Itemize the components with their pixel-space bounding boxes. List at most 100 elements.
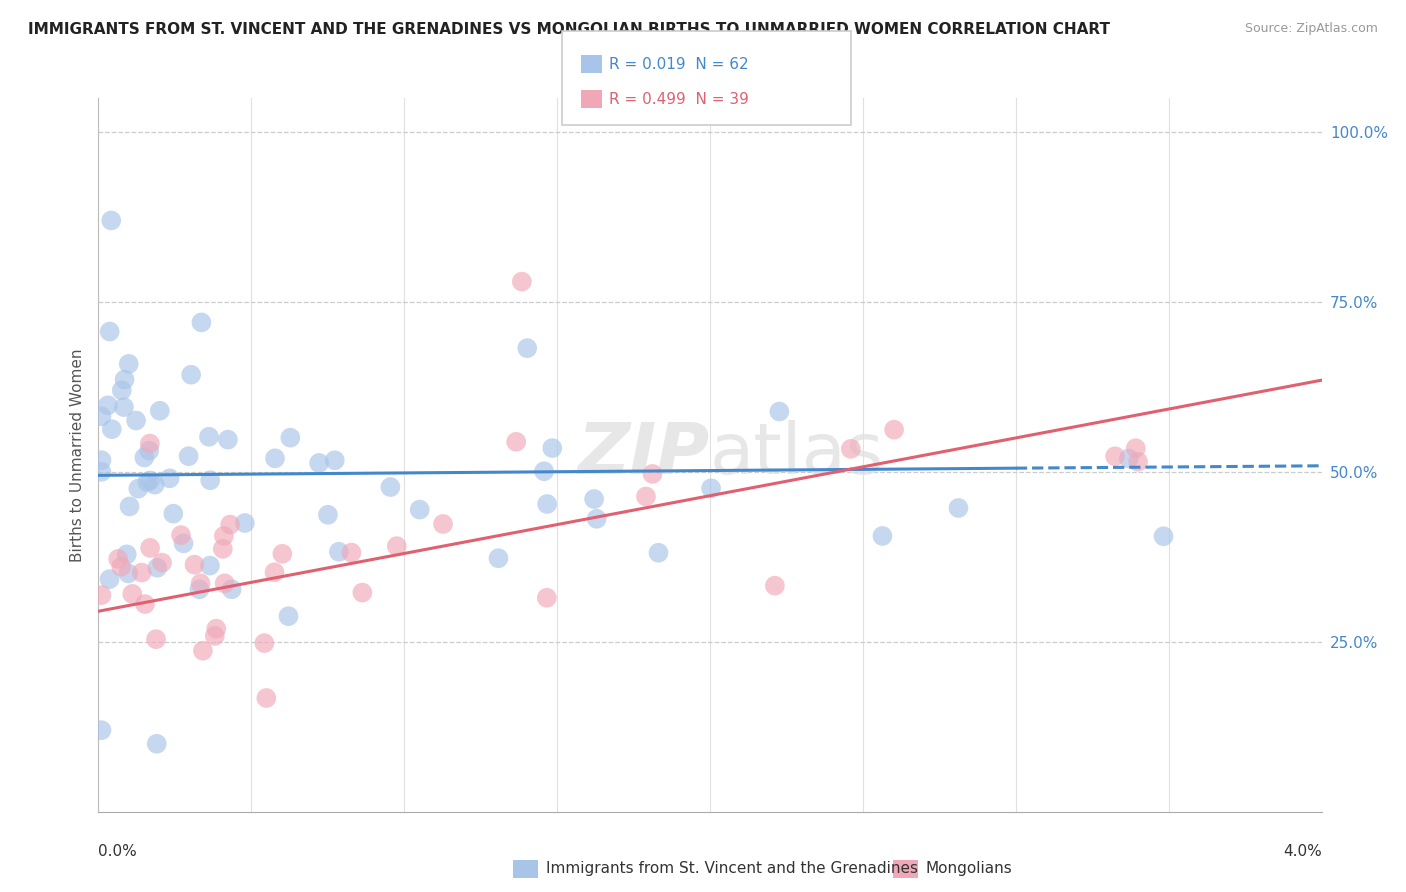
Point (115, 548, 138, 562)
Point (647, 546, 669, 560)
Point (352, 585, 374, 599)
Point (98, 572, 121, 586)
Point (1125, 442, 1147, 456)
Point (190, 576, 212, 591)
Point (90, 588, 112, 602)
Point (121, 587, 143, 601)
Text: 0.0%: 0.0% (98, 844, 138, 859)
Point (159, 471, 181, 485)
Point (585, 512, 607, 526)
Point (117, 566, 139, 581)
Point (134, 450, 156, 465)
Point (190, 315, 212, 329)
Text: atlas: atlas (710, 420, 884, 490)
Point (100, 213, 122, 227)
Point (316, 508, 339, 522)
Text: Mongolians: Mongolians (925, 862, 1012, 876)
Point (150, 556, 173, 570)
Point (205, 622, 228, 636)
Point (211, 541, 233, 556)
Point (139, 541, 162, 555)
Point (191, 644, 214, 658)
Point (97, 398, 120, 412)
Point (173, 536, 195, 550)
Point (254, 691, 277, 706)
Point (217, 433, 239, 447)
Point (700, 481, 723, 495)
Point (1118, 451, 1140, 466)
Point (768, 404, 790, 418)
Point (198, 558, 221, 573)
Point (233, 516, 256, 530)
Point (536, 497, 558, 511)
Point (118, 357, 141, 371)
Point (112, 400, 135, 414)
Point (763, 579, 786, 593)
Point (641, 467, 664, 481)
Point (90, 723, 112, 738)
Text: ZIP: ZIP (578, 420, 710, 490)
Point (204, 629, 226, 643)
Point (183, 558, 205, 572)
Point (214, 576, 236, 591)
Point (263, 566, 285, 580)
Point (839, 442, 862, 456)
Y-axis label: Births to Unmarried Women: Births to Unmarried Women (69, 348, 84, 562)
Point (131, 566, 153, 580)
Point (1126, 455, 1149, 469)
Point (138, 443, 160, 458)
Point (308, 456, 330, 470)
Point (198, 430, 221, 444)
Point (409, 502, 432, 516)
Point (149, 404, 172, 418)
Point (90, 409, 112, 424)
Point (90, 453, 112, 467)
Point (510, 275, 533, 289)
Point (145, 632, 167, 647)
Point (253, 636, 276, 650)
Point (385, 539, 408, 553)
Point (872, 529, 894, 543)
Point (139, 436, 162, 450)
Point (219, 517, 242, 532)
Point (221, 582, 243, 597)
Point (277, 609, 299, 624)
Point (107, 552, 129, 566)
Point (883, 423, 905, 437)
Point (136, 475, 159, 490)
Point (380, 480, 402, 494)
Point (143, 477, 166, 491)
Point (177, 449, 200, 463)
Point (328, 545, 350, 559)
Point (125, 413, 148, 427)
Point (114, 372, 136, 386)
Point (127, 482, 149, 496)
Point (111, 384, 134, 398)
Point (139, 474, 162, 488)
Point (188, 582, 211, 597)
Point (583, 491, 606, 506)
Point (278, 431, 301, 445)
Text: R = 0.499  N = 39: R = 0.499 N = 39 (609, 92, 748, 106)
Point (948, 500, 970, 515)
Point (271, 547, 294, 561)
Text: R = 0.019  N = 62: R = 0.019 N = 62 (609, 57, 748, 71)
Point (118, 500, 141, 514)
Point (98, 325, 121, 339)
Point (323, 453, 346, 467)
Point (90, 465, 112, 479)
Text: IMMIGRANTS FROM ST. VINCENT AND THE GRENADINES VS MONGOLIAN BIRTHS TO UNMARRIED : IMMIGRANTS FROM ST. VINCENT AND THE GREN… (28, 22, 1111, 37)
Point (505, 434, 527, 449)
Text: Source: ZipAtlas.com: Source: ZipAtlas.com (1244, 22, 1378, 36)
Point (162, 507, 184, 521)
Point (1104, 450, 1126, 464)
Point (1153, 529, 1175, 543)
Point (101, 422, 124, 436)
Point (516, 341, 538, 355)
Point (432, 516, 454, 531)
Point (180, 368, 202, 382)
Point (536, 591, 558, 605)
Point (146, 560, 169, 574)
Point (634, 490, 657, 504)
Point (110, 559, 132, 574)
